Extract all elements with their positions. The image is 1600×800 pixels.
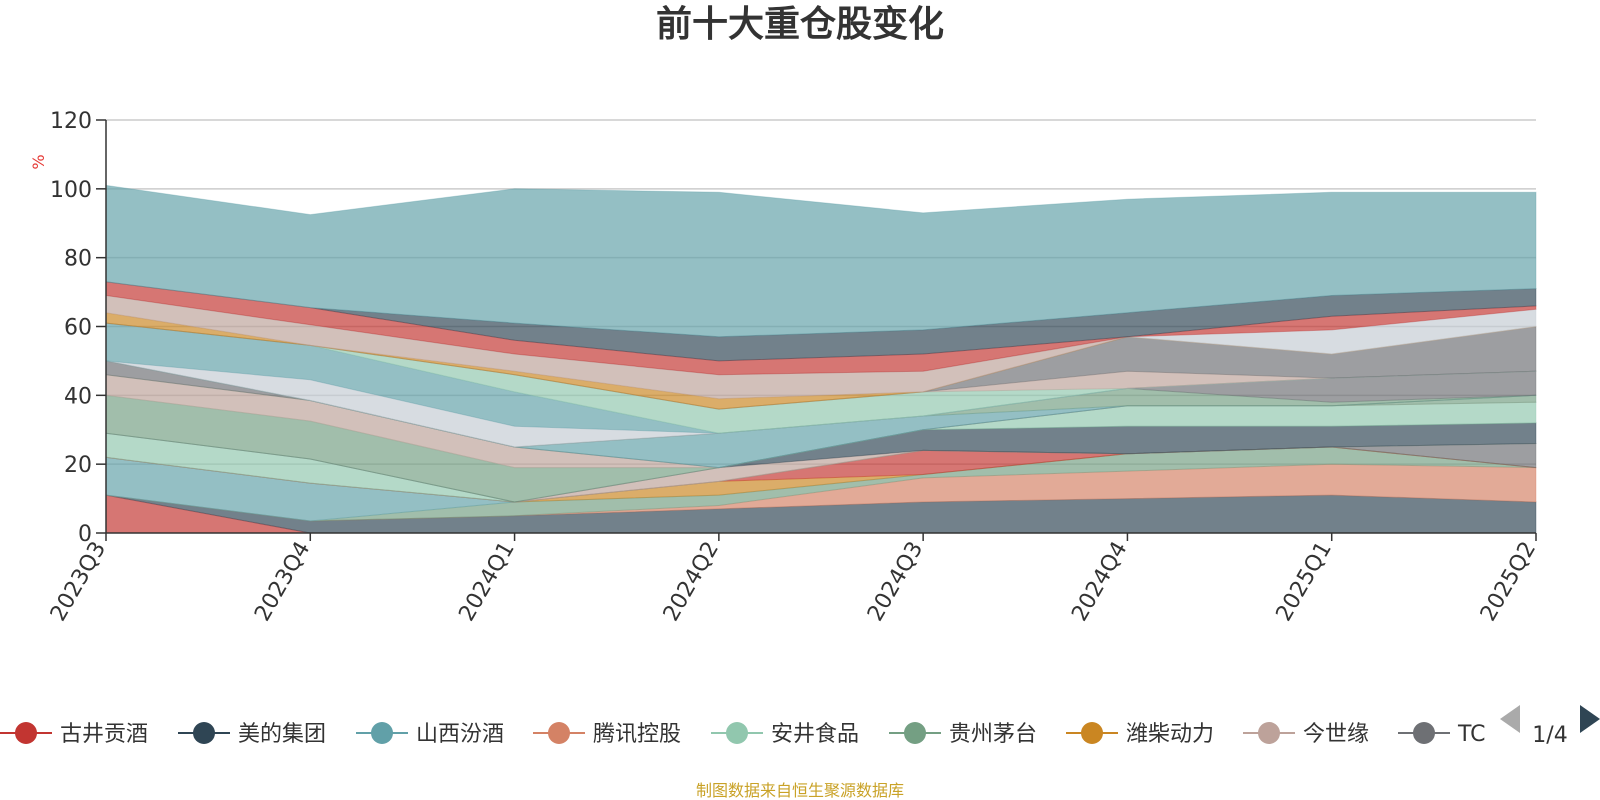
y-axis-ticks: 0 20 40 60 80 100 120 [50, 109, 106, 547]
legend-label: 贵州茅台 [949, 722, 1037, 747]
legend-label: 安井食品 [771, 722, 859, 747]
legend-item[interactable]: 贵州茅台 [889, 722, 1037, 747]
legend-item[interactable]: 山西汾酒 [356, 722, 504, 747]
legend-label: 古井贡酒 [60, 722, 148, 747]
y-tick-label: 40 [64, 384, 92, 409]
x-tick-label: 2024Q3 [863, 538, 928, 626]
legend-item[interactable]: 古井贡酒 [0, 722, 148, 747]
legend-item[interactable]: 美的集团 [178, 722, 326, 747]
x-tick-label: 2023Q4 [250, 538, 315, 626]
legend-marker-icon [726, 722, 748, 744]
legend-item[interactable]: 潍柴动力 [1066, 722, 1214, 747]
legend-pager: 1/4 [1500, 705, 1600, 748]
x-tick-label: 2024Q4 [1067, 538, 1132, 626]
legend-marker-icon [1258, 722, 1280, 744]
legend-label: 今世缘 [1303, 722, 1369, 747]
chart-title: 前十大重仓股变化 [656, 3, 944, 45]
legend-marker-icon [15, 722, 37, 744]
x-tick-label: 2023Q3 [46, 538, 111, 626]
legend-prev-page-icon[interactable] [1500, 705, 1520, 733]
legend-label: 潍柴动力 [1126, 722, 1214, 747]
legend-marker-icon [193, 722, 215, 744]
legend-item[interactable]: TC [1398, 722, 1486, 747]
legend-marker-icon [1413, 722, 1435, 744]
legend-item[interactable]: 安井食品 [711, 722, 859, 747]
x-tick-label: 2025Q2 [1476, 538, 1541, 626]
area-series [105, 281, 1537, 362]
y-tick-label: 60 [64, 316, 92, 341]
legend-marker-icon [548, 722, 570, 744]
legend-next-page-icon[interactable] [1580, 705, 1600, 733]
area-series [105, 281, 1537, 376]
x-axis-ticks: 2023Q3 2023Q4 2024Q1 2024Q2 2024Q3 2024Q4 2025… [46, 533, 1541, 626]
area-series [105, 184, 1537, 338]
x-tick-label: 2024Q2 [659, 538, 724, 626]
legend-marker-icon [1081, 722, 1103, 744]
stacked-areas [105, 184, 1537, 534]
legend-label: 腾讯控股 [593, 722, 681, 747]
legend[interactable]: 古井贡酒 美的集团 山西汾酒 腾讯控股 安井食品 贵州茅台 潍柴动力 今世缘 TC [0, 722, 1486, 747]
x-tick-label: 2024Q1 [454, 538, 519, 626]
y-tick-label: 120 [50, 109, 92, 134]
x-tick-label: 2025Q1 [1272, 538, 1337, 626]
legend-label: 美的集团 [238, 722, 326, 747]
area-series [105, 442, 1537, 503]
y-tick-label: 0 [78, 522, 92, 547]
data-source-footer: 制图数据来自恒生聚源数据库 [696, 781, 904, 800]
legend-marker-icon [904, 722, 926, 744]
y-axis-unit-label: % [29, 154, 48, 169]
legend-page-indicator: 1/4 [1532, 723, 1567, 748]
y-tick-label: 20 [64, 453, 92, 478]
legend-item[interactable]: 今世缘 [1243, 722, 1369, 747]
legend-item[interactable]: 腾讯控股 [533, 722, 681, 747]
y-tick-label: 100 [50, 178, 92, 203]
y-tick-label: 80 [64, 247, 92, 272]
legend-marker-icon [371, 722, 393, 744]
legend-label: TC [1457, 722, 1486, 747]
legend-label: 山西汾酒 [416, 722, 504, 747]
